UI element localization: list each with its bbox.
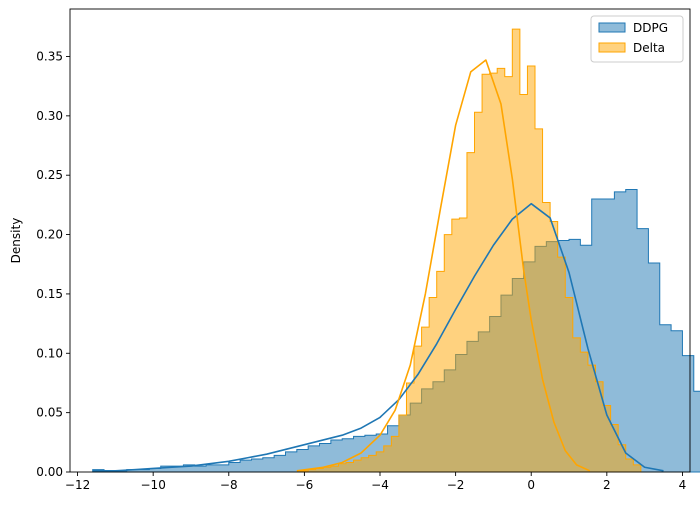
- x-tick-label: −2: [447, 478, 465, 492]
- ddpg-kde-line: [92, 202, 664, 472]
- x-tick-label: −6: [296, 478, 314, 492]
- legend-swatch-delta: [598, 42, 626, 53]
- y-tick-label: 0.35: [36, 49, 63, 63]
- delta-histogram-area: [300, 28, 642, 473]
- y-tick-label: 0.25: [36, 168, 63, 182]
- y-tick-label: 0.10: [36, 346, 63, 360]
- x-tick-label: 2: [603, 478, 611, 492]
- y-tick-label: 0.15: [36, 287, 63, 301]
- plot-area: [92, 28, 700, 473]
- y-tick-label: 0.30: [36, 109, 63, 123]
- y-tick-label: 0.00: [36, 465, 63, 479]
- delta-histogram: [300, 28, 642, 473]
- legend-swatch-ddpg: [598, 22, 626, 33]
- x-tick-label: 0: [527, 478, 535, 492]
- x-tick-label: −4: [371, 478, 389, 492]
- x-tick-label: 4: [679, 478, 687, 492]
- legend: DDPG Delta: [590, 15, 684, 63]
- y-axis-label: Density: [9, 218, 23, 264]
- legend-label-ddpg: DDPG: [633, 21, 668, 35]
- x-tick-label: −8: [220, 478, 238, 492]
- x-axis: −12 −10 −8 −6 −4 −2 0 2 4: [65, 472, 686, 492]
- legend-label-delta: Delta: [633, 41, 665, 55]
- y-axis: 0.00 0.05 0.10 0.15 0.20 0.25 0.30 0.35: [36, 49, 70, 479]
- y-tick-label: 0.05: [36, 406, 63, 420]
- y-tick-label: 0.20: [36, 228, 63, 242]
- delta-kde-line: [296, 59, 591, 472]
- x-tick-label: −10: [141, 478, 166, 492]
- x-tick-label: −12: [65, 478, 90, 492]
